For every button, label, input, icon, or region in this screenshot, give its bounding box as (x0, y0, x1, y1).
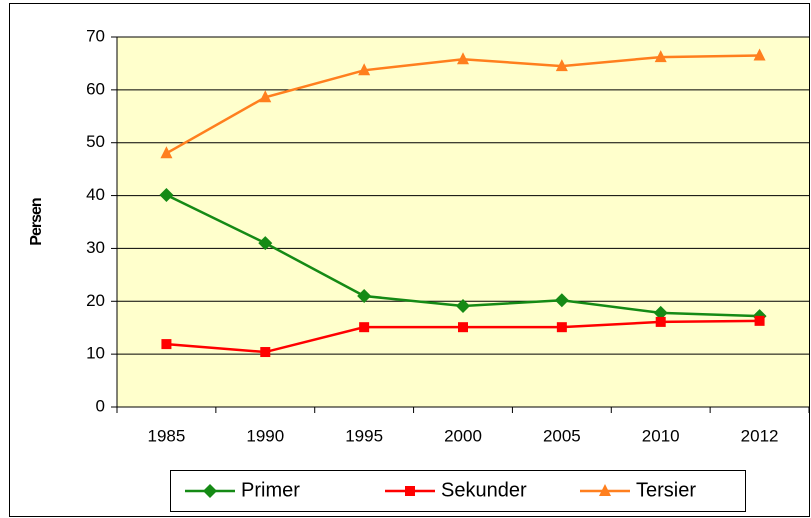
marker (259, 90, 272, 103)
legend-label: Tersier (636, 479, 696, 501)
marker (555, 59, 568, 72)
marker (654, 50, 667, 63)
marker (754, 315, 765, 326)
x-tick-label: 1995 (345, 426, 383, 445)
y-tick-label: 60 (86, 79, 105, 98)
marker (456, 299, 470, 314)
legend-box (170, 470, 746, 512)
marker (359, 322, 370, 333)
marker (653, 305, 668, 320)
marker (457, 52, 469, 65)
x-tick-label: 1985 (148, 426, 186, 445)
marker (599, 484, 611, 496)
legend-label: Primer (241, 479, 300, 501)
y-tick-label: 20 (86, 291, 105, 310)
x-tick-label: 2012 (741, 426, 779, 445)
marker (554, 293, 569, 308)
marker (357, 289, 372, 303)
y-tick-label: 70 (86, 26, 105, 45)
y-tick-label: 30 (86, 238, 105, 257)
marker (260, 347, 271, 358)
marker (358, 63, 371, 76)
marker (203, 484, 217, 498)
x-tick-label: 1990 (246, 426, 284, 445)
x-tick-label: 2000 (444, 426, 482, 445)
marker (405, 486, 415, 496)
x-tick-label: 2010 (642, 426, 680, 445)
marker (556, 322, 567, 333)
marker (753, 48, 766, 61)
y-tick-label: 10 (86, 344, 105, 363)
marker (159, 188, 174, 203)
y-tick-label: 0 (96, 396, 105, 415)
y-tick-label: 40 (86, 185, 105, 204)
marker (458, 322, 468, 333)
marker (161, 339, 172, 350)
plot-area (117, 37, 809, 407)
y-tick-label: 50 (86, 132, 105, 151)
x-tick-label: 2005 (543, 426, 581, 445)
marker (655, 316, 666, 327)
marker (160, 146, 173, 159)
marker (258, 236, 273, 251)
y-axis-label: Persen (28, 198, 45, 246)
legend-label: Sekunder (441, 479, 527, 501)
